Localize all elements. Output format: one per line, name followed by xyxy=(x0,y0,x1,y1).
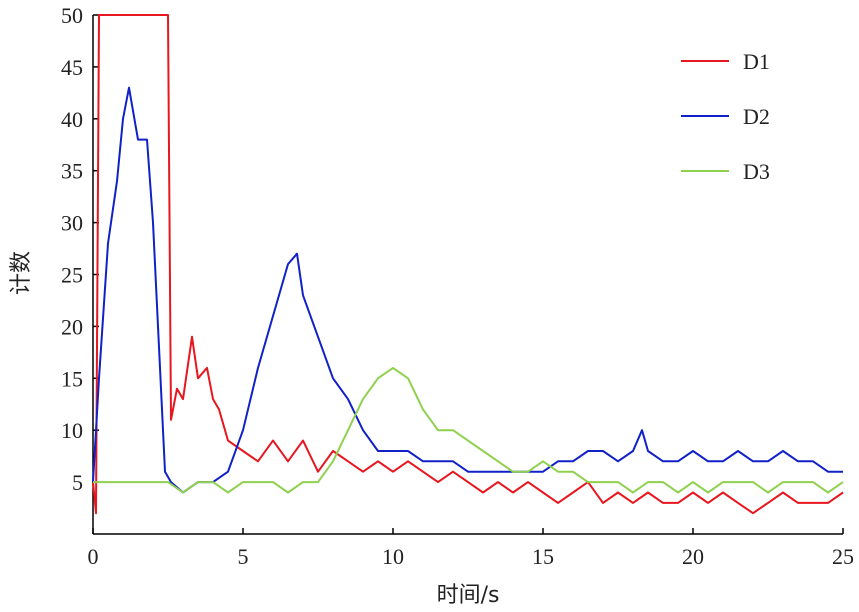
series-layer xyxy=(92,14,844,515)
y-axis-title: 计数 xyxy=(9,251,34,295)
x-tick-label: 15 xyxy=(532,544,554,569)
y-tick-label: 10 xyxy=(61,418,83,443)
y-tick-label: 25 xyxy=(61,263,83,288)
series-line-d3 xyxy=(93,366,844,494)
legend-label-d3: D3 xyxy=(743,159,770,184)
y-tick-label: 45 xyxy=(61,55,83,80)
legend-label-d1: D1 xyxy=(743,49,770,74)
y-tick-label: 50 xyxy=(61,3,83,28)
y-tick-label: 5 xyxy=(72,470,83,495)
x-tick-label: 10 xyxy=(382,544,404,569)
y-tick-label: 40 xyxy=(61,107,83,132)
axes: 0 5 10 15 20 25 5 10 15 20 25 30 35 40 45 50 xyxy=(61,3,854,569)
legend: D1 D2 D3 xyxy=(681,49,770,184)
y-tick-label: 15 xyxy=(61,366,83,391)
x-tick-label: 25 xyxy=(832,544,854,569)
x-tick-label: 5 xyxy=(238,544,249,569)
y-tick-label: 30 xyxy=(61,211,83,236)
series-line-d1 xyxy=(92,14,844,515)
legend-label-d2: D2 xyxy=(743,104,770,129)
x-tick-label: 20 xyxy=(682,544,704,569)
x-tick-label: 0 xyxy=(88,544,99,569)
y-tick-label: 20 xyxy=(61,314,83,339)
series-line-d2 xyxy=(92,86,843,494)
y-tick-label: 35 xyxy=(61,159,83,184)
x-axis-title: 时间/s xyxy=(437,583,500,608)
